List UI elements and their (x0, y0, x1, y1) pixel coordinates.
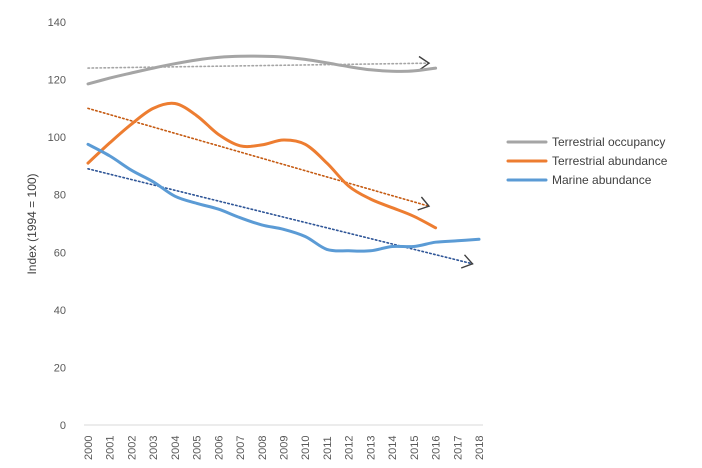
trendline-0 (87, 62, 430, 69)
series-lines (86, 54, 481, 253)
x-tick-label: 2009 (279, 436, 291, 460)
y-axis-title: Index (1994 = 100) (25, 173, 39, 274)
x-tick-label: 2003 (148, 436, 160, 460)
y-axis-ticks: 0 20 40 60 80 100 120 140 (48, 17, 66, 432)
x-tick-label: 2010 (300, 436, 312, 460)
series-line-2 (86, 142, 481, 253)
trendline-arrowhead-2 (460, 254, 474, 269)
y-tick-label: 100 (48, 132, 66, 144)
x-axis-ticks: 2000 2001 2002 2003 2004 2005 2006 2007 2008 2009… (83, 436, 486, 460)
legend-label-0: Terrestrial occupancy (552, 135, 665, 149)
x-tick-label: 2004 (170, 436, 182, 460)
y-tick-label: 140 (48, 17, 66, 29)
legend-label-2: Marine abundance (552, 173, 652, 187)
x-tick-label: 2005 (192, 436, 204, 460)
series-line-0 (86, 54, 438, 86)
y-tick-label: 40 (54, 305, 66, 317)
y-tick-label: 80 (54, 190, 66, 202)
trendline-arrowhead-1 (417, 196, 431, 211)
x-tick-label: 2012 (344, 436, 356, 460)
x-tick-label: 2001 (105, 436, 117, 460)
x-tick-label: 2014 (387, 436, 399, 460)
x-tick-label: 2015 (409, 436, 421, 460)
x-tick-label: 2000 (83, 436, 95, 460)
y-tick-label: 0 (60, 420, 66, 432)
x-tick-label: 2018 (474, 436, 486, 460)
x-tick-label: 2008 (257, 436, 269, 460)
legend-label-1: Terrestrial abundance (552, 154, 668, 168)
y-tick-label: 60 (54, 247, 66, 259)
trendline-arrowhead-0 (418, 55, 431, 71)
series-line-1 (86, 101, 438, 230)
x-tick-label: 2016 (431, 436, 443, 460)
x-tick-label: 2002 (126, 436, 138, 460)
legend: Terrestrial occupancy Terrestrial abundan… (506, 135, 668, 187)
trendline-1 (87, 107, 430, 208)
x-tick-label: 2006 (213, 436, 225, 460)
y-tick-label: 120 (48, 75, 66, 87)
x-tick-label: 2007 (235, 436, 247, 460)
x-tick-label: 2011 (322, 436, 334, 460)
y-tick-label: 20 (54, 362, 66, 374)
x-tick-label: 2013 (365, 436, 377, 460)
trendlines (87, 55, 474, 269)
x-tick-label: 2017 (452, 436, 464, 460)
